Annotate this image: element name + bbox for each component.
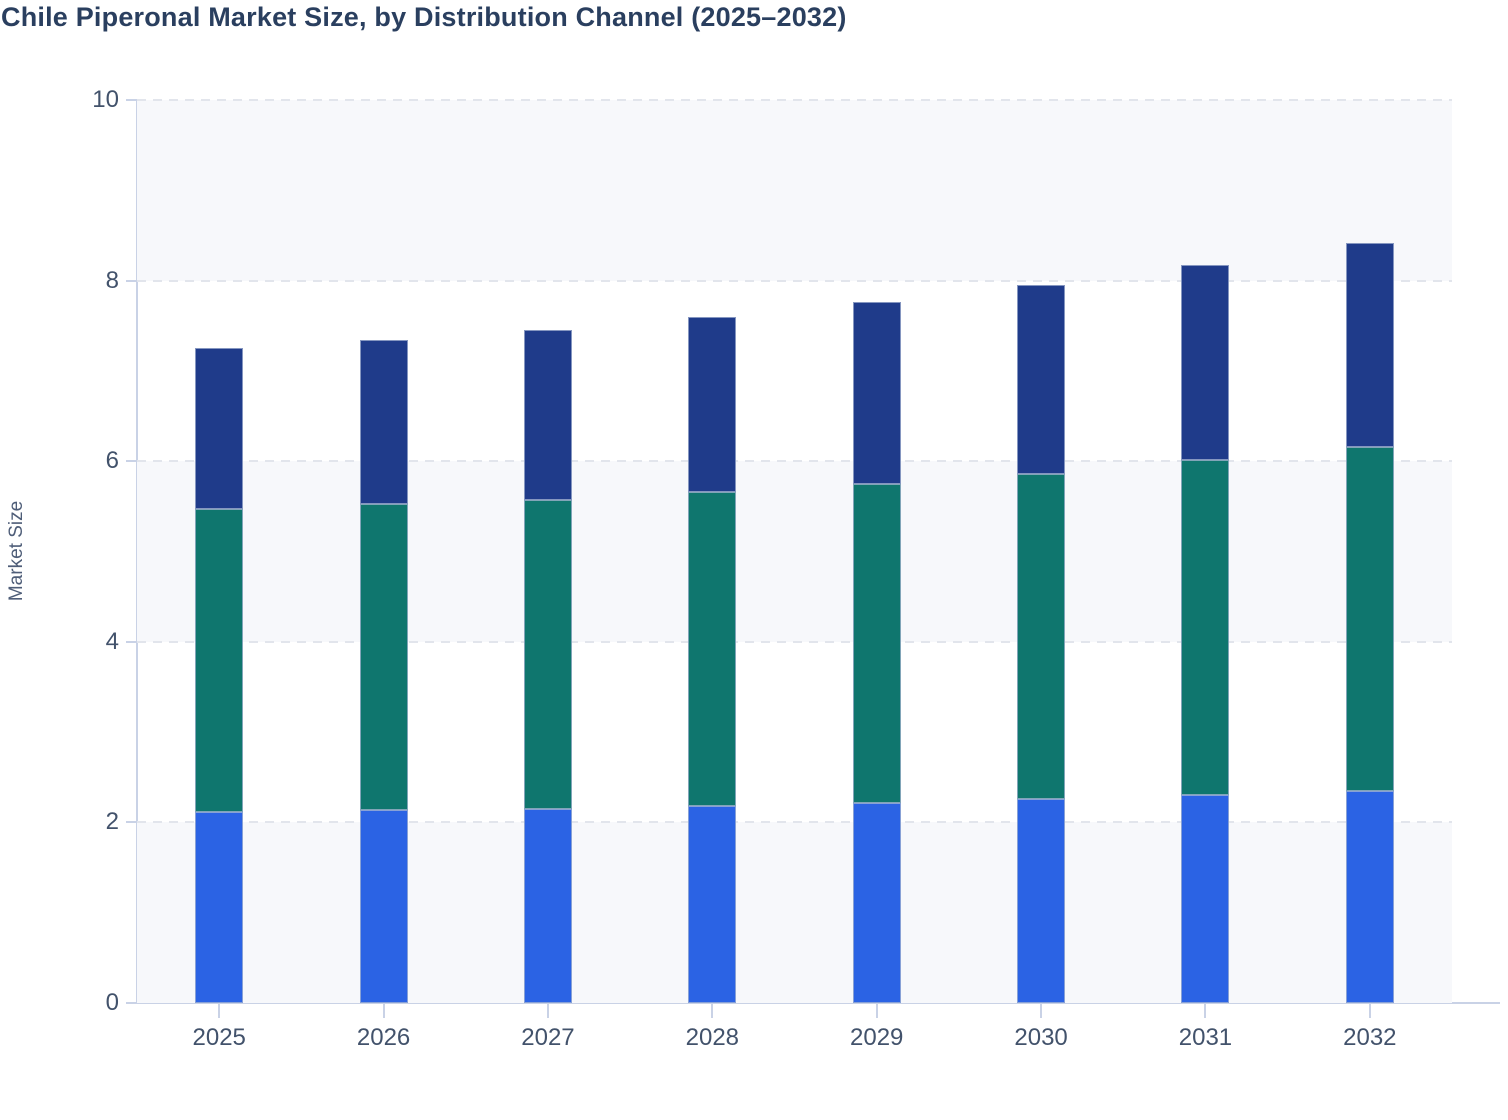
x-tick-label-2027: 2027 bbox=[521, 1024, 575, 1051]
bar-2030-bottom-segment-blue[interactable] bbox=[1017, 798, 1066, 1003]
y-tick-label-0: 0 bbox=[105, 989, 119, 1016]
bar-2031-top-segment-navy[interactable] bbox=[1181, 265, 1230, 461]
bar-2029-top-segment-navy[interactable] bbox=[852, 302, 901, 484]
y-tick-mark-8 bbox=[126, 279, 137, 282]
x-axis-line bbox=[136, 1002, 1500, 1004]
y-tick-mark-0 bbox=[126, 1002, 137, 1004]
bar-2025-middle-segment-teal[interactable] bbox=[195, 509, 244, 812]
x-tick-label-2029: 2029 bbox=[849, 1024, 904, 1051]
bar-2029-middle-segment-teal[interactable] bbox=[852, 483, 901, 804]
x-tick-label-2032: 2032 bbox=[1343, 1024, 1397, 1051]
x-tick-mark-2032 bbox=[1368, 1003, 1371, 1018]
y-tick-label-6: 6 bbox=[105, 447, 119, 475]
bar-2031-middle-segment-teal[interactable] bbox=[1181, 460, 1230, 796]
y-tick-label-4: 4 bbox=[105, 627, 119, 655]
x-tick-mark-2025 bbox=[218, 1003, 221, 1018]
gridline-y-2 bbox=[137, 821, 1452, 824]
bar-2028-middle-segment-teal[interactable] bbox=[688, 491, 737, 807]
x-tick-mark-2031 bbox=[1204, 1003, 1207, 1018]
gridline-y-6 bbox=[137, 460, 1452, 463]
bar-2032 bbox=[1345, 100, 1394, 1003]
bar-2028-bottom-segment-blue[interactable] bbox=[688, 806, 737, 1003]
bar-2026-bottom-segment-blue[interactable] bbox=[359, 809, 408, 1003]
y-axis-title: Market Size bbox=[6, 500, 27, 602]
bar-2025 bbox=[195, 100, 244, 1003]
bar-2032-bottom-segment-blue[interactable] bbox=[1345, 790, 1394, 1003]
grid-band bbox=[137, 822, 1452, 1003]
bar-2031 bbox=[1181, 100, 1230, 1003]
x-tick-mark-2030 bbox=[1040, 1003, 1043, 1018]
bar-2028-top-segment-navy[interactable] bbox=[688, 316, 737, 492]
bar-2030-middle-segment-teal[interactable] bbox=[1017, 473, 1066, 799]
x-tick-mark-2028 bbox=[711, 1003, 714, 1018]
bar-2029-bottom-segment-blue[interactable] bbox=[852, 803, 901, 1003]
bar-2025-top-segment-navy[interactable] bbox=[195, 348, 244, 510]
gridline-y-4 bbox=[137, 640, 1452, 643]
bar-2032-middle-segment-teal[interactable] bbox=[1345, 446, 1394, 791]
bar-2030-top-segment-navy[interactable] bbox=[1017, 285, 1066, 474]
y-tick-label-8: 8 bbox=[105, 266, 119, 294]
y-tick-mark-10 bbox=[126, 99, 137, 101]
bar-2028 bbox=[688, 100, 737, 1003]
bar-2027 bbox=[523, 100, 572, 1003]
gridline-y-10 bbox=[137, 99, 1452, 101]
bar-2031-bottom-segment-blue[interactable] bbox=[1181, 795, 1230, 1003]
x-tick-label-2028: 2028 bbox=[685, 1024, 740, 1051]
bar-2027-bottom-segment-blue[interactable] bbox=[523, 808, 572, 1003]
bar-2027-top-segment-navy[interactable] bbox=[523, 330, 572, 501]
x-tick-label-2026: 2026 bbox=[356, 1024, 411, 1051]
bar-2026-top-segment-navy[interactable] bbox=[359, 340, 408, 504]
bar-2026-middle-segment-teal[interactable] bbox=[359, 503, 408, 810]
x-tick-mark-2026 bbox=[382, 1003, 385, 1018]
y-tick-mark-6 bbox=[126, 460, 137, 463]
bar-2030 bbox=[1017, 100, 1066, 1003]
x-tick-mark-2029 bbox=[875, 1003, 878, 1018]
bar-2029 bbox=[852, 100, 901, 1003]
x-tick-label-2031: 2031 bbox=[1178, 1024, 1233, 1051]
y-tick-mark-4 bbox=[126, 640, 137, 643]
grid-band bbox=[137, 461, 1452, 642]
y-tick-label-10: 10 bbox=[92, 86, 119, 113]
grid-band bbox=[137, 100, 1452, 281]
bar-2025-bottom-segment-blue[interactable] bbox=[195, 811, 244, 1003]
x-tick-label-2030: 2030 bbox=[1014, 1024, 1068, 1051]
y-tick-mark-2 bbox=[126, 821, 137, 824]
chart-title: Chile Piperonal Market Size, by Distribu… bbox=[1, 2, 847, 32]
plot-area: 0 2 4 6 8 10 2025 2026 2027 2028 2029 2030 2031 2032 bbox=[92, 88, 1452, 1050]
x-tick-mark-2027 bbox=[546, 1003, 549, 1018]
y-tick-label-2: 2 bbox=[105, 808, 119, 836]
bar-2026 bbox=[359, 100, 408, 1003]
gridline-y-8 bbox=[137, 279, 1452, 282]
bar-2032-top-segment-navy[interactable] bbox=[1345, 242, 1394, 447]
bar-2027-middle-segment-teal[interactable] bbox=[523, 500, 572, 809]
x-tick-label-2025: 2025 bbox=[192, 1024, 246, 1051]
